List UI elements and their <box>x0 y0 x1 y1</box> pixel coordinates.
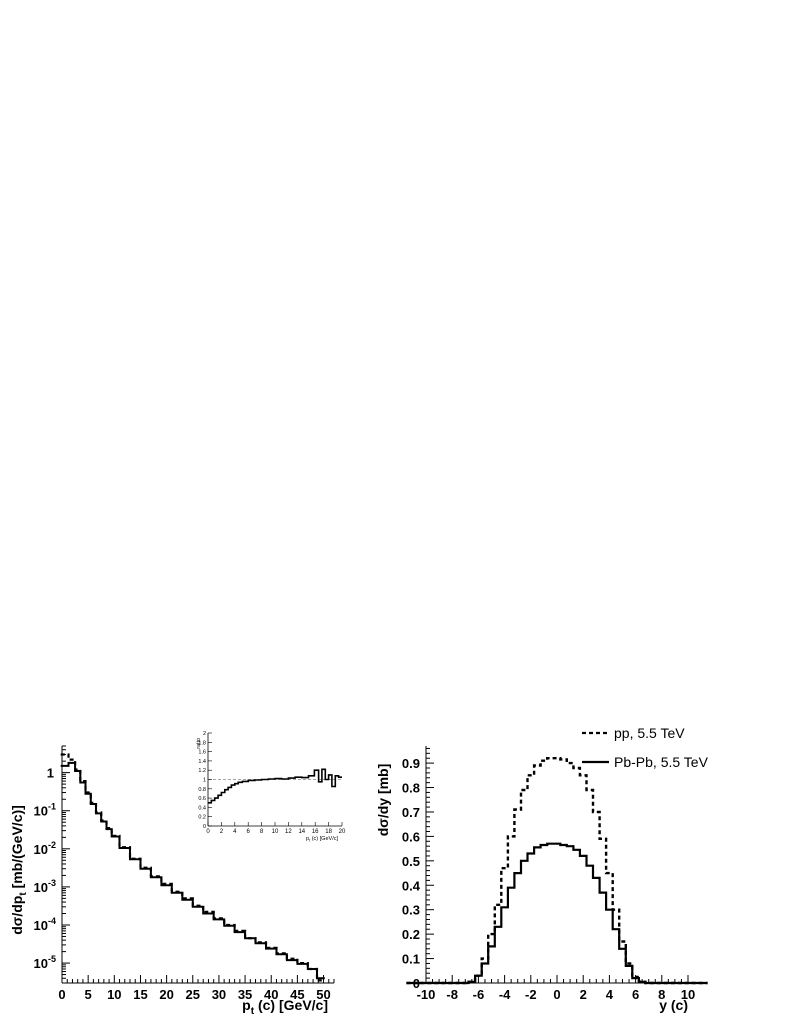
pt-spectrum-panel: 0 5 10 15 20 25 30 35 40 45 50110-110-210-310-410-… <box>9 745 335 1017</box>
x-tick-label: -4 <box>499 987 511 1002</box>
x-tick-label: -2 <box>525 987 537 1002</box>
inset-y-tick-label: 0.4 <box>198 805 206 811</box>
x-axis-label-sub: t <box>251 1006 255 1017</box>
inset-y-tick-label: 0.8 <box>198 787 206 793</box>
inset-y-axis-label: ratio <box>196 738 202 749</box>
y-axis-label: dσ/dpt [mb/(GeV/c)] <box>9 805 29 935</box>
y-tick-label: 0.9 <box>402 756 420 771</box>
y-tick-label: 0.1 <box>402 952 420 967</box>
legend-label: pp, 5.5 TeV <box>614 725 685 741</box>
y-tick-exponent: -3 <box>48 878 56 888</box>
inset-y-tick-label: 1.4 <box>198 759 206 765</box>
inset-y-tick-label: 2 <box>203 731 206 737</box>
y-tick-label: 1 <box>47 766 54 781</box>
y-tick-exponent: -4 <box>48 916 56 926</box>
inset-y-tick-label: 0 <box>203 824 206 830</box>
y-tick-exponent: -5 <box>48 954 56 964</box>
y-tick-label: 10-2 <box>34 840 56 857</box>
x-tick-label: 20 <box>159 987 173 1002</box>
y-tick-label: 10-1 <box>34 802 56 819</box>
x-axis-label: pt (c) [GeV/c] <box>242 997 328 1017</box>
inset-ratio-line <box>208 768 342 804</box>
y-tick-label: 0.8 <box>402 781 420 796</box>
x-tick-label: -8 <box>446 987 458 1002</box>
y-axis-label-main: dσ/dp <box>9 896 25 935</box>
x-tick-label: 0 <box>553 987 560 1002</box>
y-tick-base: 10 <box>34 918 48 933</box>
y-tick-base: 10 <box>34 804 48 819</box>
y-tick-label: 0.2 <box>402 927 420 942</box>
y-tick-label: 0.5 <box>402 854 420 869</box>
inset-x-tick-label: 16 <box>312 829 319 835</box>
x-tick-label: 35 <box>238 987 252 1002</box>
x-axis-label-main: p <box>242 997 251 1013</box>
inset-x-tick-label: 6 <box>247 829 251 835</box>
x-tick-label: 10 <box>681 987 695 1002</box>
y-tick-base: 10 <box>34 956 48 971</box>
x-tick-label: 10 <box>107 987 121 1002</box>
series-line-pbpb <box>406 842 708 985</box>
y-tick-label: 0.3 <box>402 903 420 918</box>
inset-x-tick-label: 0 <box>206 829 210 835</box>
x-tick-label: 30 <box>212 987 226 1002</box>
rapidity-panel: -10 -8 -6 -4 -2 0 2 4 6 8 1000.10.20.30.40.50.60.7… <box>375 725 709 1013</box>
y-tick-label: 0.7 <box>402 805 420 820</box>
y-tick-label: 10-5 <box>34 954 56 971</box>
series-line-pp <box>406 757 708 985</box>
inset-y-tick-label: 1.2 <box>198 768 206 774</box>
inset-x-tick-label: 12 <box>285 829 292 835</box>
x-axis-label: y (c) <box>659 997 688 1013</box>
y-axis-label-rest: [mb/(GeV/c)] <box>9 805 25 892</box>
x-axis-label-rest: (c) [GeV/c] <box>254 997 328 1013</box>
y-tick-label: 10-4 <box>34 916 56 933</box>
x-tick-label: 40 <box>264 987 278 1002</box>
inset-x-axis-label: pt (c) [GeV/c] <box>306 836 338 843</box>
y-axis-label-sub: t <box>18 892 29 896</box>
x-tick-label: -6 <box>473 987 485 1002</box>
y-axis-label: dσ/dy [mb] <box>375 764 391 837</box>
inset-x-tick-label: 8 <box>260 829 264 835</box>
x-tick-label: 50 <box>316 987 330 1002</box>
inset-y-tick-label: 0.6 <box>198 796 206 802</box>
inset-x-axis-label-main: p <box>306 836 309 842</box>
legend-label: Pb-Pb, 5.5 TeV <box>614 754 709 770</box>
inset-x-tick-label: 20 <box>339 829 346 835</box>
inset-y-tick-label: 1 <box>203 778 206 784</box>
inset-x-tick-label: 4 <box>233 829 237 835</box>
x-tick-label: 0 <box>58 987 65 1002</box>
inset-x-tick-label: 18 <box>325 829 332 835</box>
x-tick-label: 25 <box>186 987 200 1002</box>
x-tick-label: -10 <box>417 987 436 1002</box>
y-tick-label: 0.6 <box>402 829 420 844</box>
x-tick-label: 2 <box>580 987 587 1002</box>
ratio-inset-panel: 0 2 4 6 8 10 12 14 16 18 20 0 0.2 0.4 0.6 0.8 1 1.2 1.4 1.6… <box>196 731 346 843</box>
inset-y-tick-label: 0.2 <box>198 815 206 821</box>
x-tick-label: 45 <box>290 987 304 1002</box>
x-tick-label: 6 <box>632 987 639 1002</box>
x-tick-label: 15 <box>133 987 147 1002</box>
inset-y-tick-label: 1.6 <box>198 750 206 756</box>
inset-x-tick-label: 10 <box>272 829 279 835</box>
y-tick-base: 10 <box>34 880 48 895</box>
inset-x-axis-label-sub: t <box>309 838 311 843</box>
y-tick-label: 0.4 <box>402 878 421 893</box>
y-tick-exponent: -1 <box>48 802 56 812</box>
inset-y-tick-label: 1.8 <box>198 740 206 746</box>
x-tick-label: 5 <box>85 987 92 1002</box>
inset-x-tick-label: 14 <box>298 829 305 835</box>
inset-x-axis-label-rest: (c) [GeV/c] <box>310 836 338 842</box>
series-line-solid <box>60 761 325 980</box>
y-tick-exponent: -2 <box>48 840 56 850</box>
x-tick-label: 4 <box>606 987 614 1002</box>
series-line-dashed <box>60 753 325 982</box>
inset-x-tick-label: 2 <box>220 829 224 835</box>
x-tick-label: 8 <box>658 987 665 1002</box>
y-tick-label: 10-3 <box>34 878 56 895</box>
y-tick-base: 10 <box>34 842 48 857</box>
